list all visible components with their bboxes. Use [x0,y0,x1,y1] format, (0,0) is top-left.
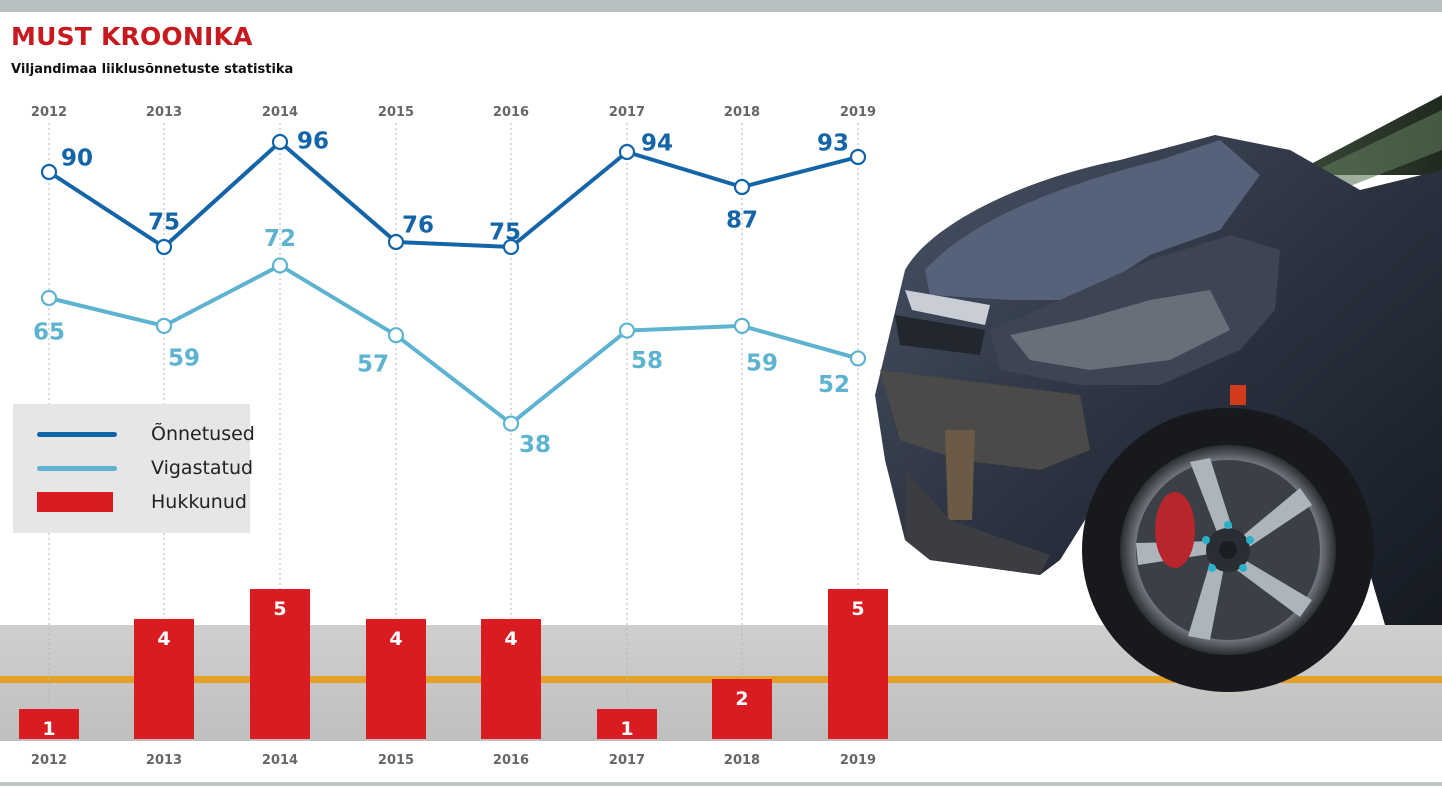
legend-label-onnetused: Õnnetused [151,423,255,445]
legend-label-vigastatud: Vigastatud [151,457,254,479]
point-onnetused-2017 [618,143,636,161]
bar-label-2013: 4 [157,628,170,650]
value-label-onnetused-2017: 94 [641,131,673,157]
bottom-tick-label-2015: 2015 [378,753,414,768]
value-label-vigastatud-2015: 57 [357,352,389,378]
bar-series-hukkunud [19,589,888,739]
bar-2016 [481,619,541,739]
top-tick-label-2014: 2014 [262,105,298,120]
point-onnetused-2013 [155,238,173,256]
bar-label-2019: 5 [851,598,864,620]
value-label-vigastatud-2014: 72 [264,226,296,252]
value-label-vigastatud-2019: 52 [818,372,850,398]
bar-label-2018: 2 [735,688,748,710]
value-label-vigastatud-2017: 58 [631,348,663,374]
bottom-tick-label-2012: 2012 [31,753,67,768]
bottom-tick-label-2013: 2013 [146,753,182,768]
top-rule [0,0,1442,12]
bar-2018 [712,679,772,739]
bar-2014 [250,589,310,739]
bar-2013 [134,619,194,739]
bottom-tick-label-2018: 2018 [724,753,760,768]
legend-swatch-onnetused [37,431,117,437]
point-vigastatud-2015 [387,327,405,344]
point-onnetused-2012 [40,163,58,181]
top-tick-label-2017: 2017 [609,105,645,120]
point-vigastatud-2012 [40,289,58,307]
point-onnetused-2018 [733,178,751,196]
point-onnetused-2019 [849,148,867,166]
bottom-tick-label-2019: 2019 [840,753,876,768]
top-tick-label-2013: 2013 [146,105,182,120]
crashed-car-photo [875,95,1442,692]
bar-2012 [19,709,79,739]
point-vigastatud-2018 [733,317,751,334]
line-series-group [40,133,867,432]
value-label-onnetused-2012: 90 [61,146,93,172]
top-tick-label-2018: 2018 [724,105,760,120]
bottom-tick-label-2017: 2017 [609,753,645,768]
top-tick-label-2015: 2015 [378,105,414,120]
bar-2015 [366,619,426,739]
value-label-vigastatud-2012: 65 [33,320,65,346]
legend-swatch-hukkunud [37,492,113,512]
bar-2017 [597,709,657,739]
bottom-tick-label-2016: 2016 [493,753,529,768]
bottom-tick-label-2014: 2014 [262,753,298,768]
value-label-vigastatud-2013: 59 [168,345,200,371]
legend-item-onnetused: Õnnetused [37,421,255,447]
bar-label-2012: 1 [42,718,55,740]
chart-title: MUST KROONIKA [11,22,253,51]
value-label-onnetused-2019: 93 [817,131,849,157]
top-tick-label-2019: 2019 [840,105,876,120]
bar-label-2014: 5 [273,598,286,620]
line-onnetused [47,140,860,249]
point-onnetused-2014 [271,133,289,151]
value-label-onnetused-2018: 87 [726,208,758,234]
bar-2019 [828,589,888,739]
legend-item-hukkunud: Hukkunud [37,489,247,515]
bottom-rule [0,782,1442,786]
line-vigastatud [47,263,860,426]
point-vigastatud-2017 [618,322,636,339]
point-onnetused-2015 [387,233,405,251]
value-label-onnetused-2015: 76 [402,213,434,239]
point-vigastatud-2013 [155,317,173,334]
value-label-vigastatud-2018: 59 [746,350,778,376]
legend-item-vigastatud: Vigastatud [37,455,253,481]
point-vigastatud-2019 [849,350,867,367]
top-tick-label-2012: 2012 [31,105,67,120]
bar-label-2015: 4 [389,628,402,650]
bar-label-2017: 1 [620,718,633,740]
chart-subtitle: Viljandimaa liiklusõnnetuste statistika [11,62,294,77]
value-label-vigastatud-2016: 38 [519,432,551,458]
point-onnetused-2016 [502,238,520,256]
legend-label-hukkunud: Hukkunud [151,491,247,513]
point-vigastatud-2014 [271,257,289,274]
value-label-onnetused-2013: 75 [148,210,180,236]
chart-labels: 2012 2012 2013 2013 2014 2014 2015 2015 2016 2016… [31,105,876,768]
value-label-onnetused-2014: 96 [297,129,329,155]
top-tick-label-2016: 2016 [493,105,529,120]
value-label-onnetused-2016: 75 [489,220,521,246]
point-vigastatud-2016 [502,415,520,432]
legend-swatch-vigastatud [37,465,117,471]
bar-label-2016: 4 [504,628,517,650]
chart-legend: Õnnetused Vigastatud Hukkunud [13,404,255,533]
